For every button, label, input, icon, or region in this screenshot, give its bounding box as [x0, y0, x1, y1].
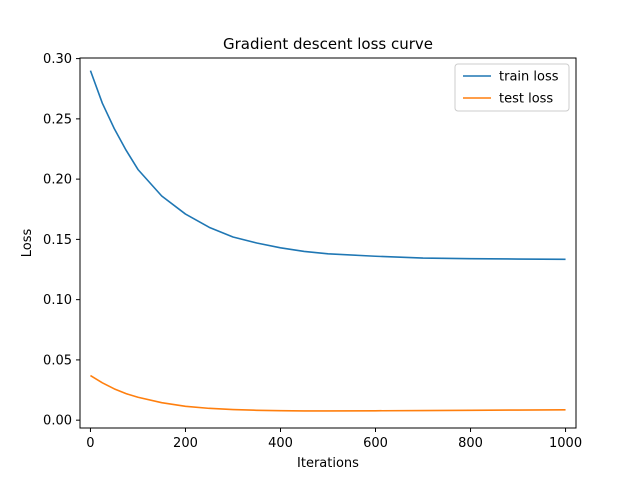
y-tick-label: 0.30	[43, 52, 72, 67]
x-tick-label: 800	[458, 436, 483, 451]
legend-label: train loss	[499, 70, 559, 85]
x-tick-label: 1000	[549, 436, 582, 451]
x-axis-label: Iterations	[297, 456, 359, 471]
series-line-test-loss	[90, 374, 566, 412]
legend: train loss test loss	[454, 63, 570, 112]
plot-frame	[79, 57, 577, 429]
y-tick-label: 0.05	[43, 353, 72, 368]
x-tick-label: 0	[86, 436, 94, 451]
y-tick-label: 0.10	[43, 293, 72, 308]
x-axis: 0 200 400 600 800 1000	[86, 428, 582, 451]
y-axis: 0.00 0.05 0.10 0.15 0.20 0.25 0.30	[43, 52, 80, 429]
y-tick-label: 0.25	[43, 112, 72, 127]
x-tick-label: 600	[363, 436, 388, 451]
x-tick-label: 400	[268, 436, 293, 451]
y-axis-label: Loss	[20, 229, 35, 258]
plot-area	[80, 58, 576, 428]
series-layer	[89, 70, 566, 412]
x-tick-label: 200	[173, 436, 198, 451]
y-tick-label: 0.00	[43, 414, 72, 429]
y-tick-label: 0.15	[43, 233, 72, 248]
y-tick-label: 0.20	[43, 173, 72, 188]
chart-title: Gradient descent loss curve	[223, 35, 433, 53]
series-line-train-loss	[89, 70, 566, 261]
legend-label: test loss	[499, 92, 553, 107]
